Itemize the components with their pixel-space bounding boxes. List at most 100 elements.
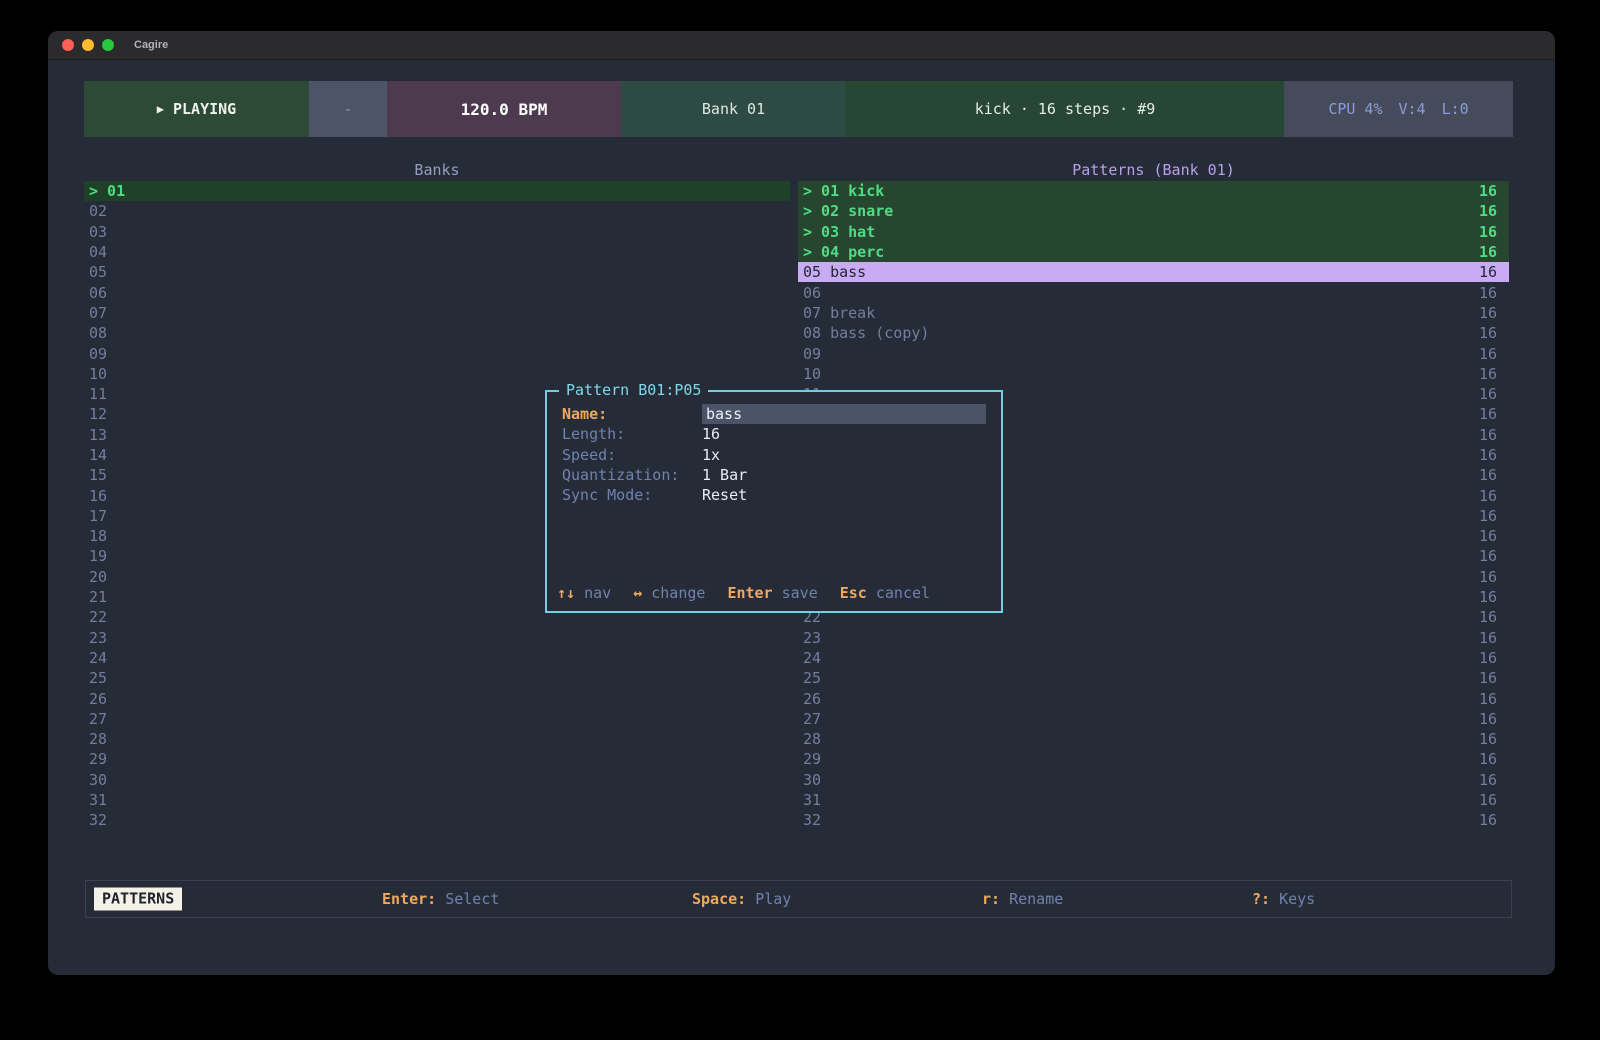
bank-row-label: 12 bbox=[89, 405, 108, 424]
dialog-field-value: 1x bbox=[702, 445, 721, 464]
bank-row[interactable]: 29 bbox=[84, 749, 790, 769]
bank-row[interactable]: 25 bbox=[84, 668, 790, 688]
bank-row-label: 14 bbox=[89, 446, 108, 464]
bank-row[interactable]: 19 bbox=[84, 546, 790, 566]
bank-row-label: 24 bbox=[89, 648, 108, 667]
pattern-length: 16 bbox=[1478, 628, 1497, 647]
bank-row[interactable]: 22 bbox=[84, 607, 790, 627]
bank-row[interactable]: 23 bbox=[84, 628, 790, 648]
bank-row[interactable]: 12 bbox=[84, 404, 790, 424]
bank-row[interactable]: > 01 bbox=[84, 181, 790, 202]
zoom-button[interactable] bbox=[102, 39, 114, 51]
pattern-row[interactable]: 08 bass (copy) 16 bbox=[798, 323, 1509, 343]
bank-row-label: 30 bbox=[89, 770, 108, 789]
bank-row[interactable]: 30 bbox=[84, 770, 790, 790]
dialog-field[interactable]: Quantization: 1 Bar bbox=[562, 465, 986, 485]
pattern-row[interactable]: 23 16 bbox=[798, 628, 1509, 648]
pattern-row[interactable]: > 01 kick 16 bbox=[798, 181, 1509, 202]
bank-row-label: 20 bbox=[89, 567, 108, 586]
bank-row[interactable]: 16 bbox=[84, 485, 790, 505]
pattern-length: 16 bbox=[1478, 364, 1497, 383]
bank-row[interactable]: 32 bbox=[84, 810, 790, 830]
bank-row-label: 02 bbox=[89, 202, 108, 221]
bank-row[interactable]: 24 bbox=[84, 648, 790, 668]
pattern-row-label: > 03 hat bbox=[803, 222, 876, 241]
minimize-button[interactable] bbox=[82, 39, 94, 51]
pattern-length: 16 bbox=[1478, 222, 1497, 241]
bank-row[interactable]: 17 bbox=[84, 506, 790, 526]
pattern-length: 16 bbox=[1478, 182, 1497, 201]
pattern-row-label: 27 bbox=[803, 709, 822, 728]
hint-key: ?: bbox=[1252, 890, 1271, 908]
pattern-row[interactable]: 29 16 bbox=[798, 749, 1509, 769]
pattern-length: 16 bbox=[1478, 669, 1497, 688]
bank-row[interactable]: 15 bbox=[84, 465, 790, 485]
pattern-row[interactable]: 26 16 bbox=[798, 688, 1509, 708]
pattern-row[interactable]: > 03 hat 16 bbox=[798, 221, 1509, 242]
bank-row[interactable]: 06 bbox=[84, 282, 790, 302]
pattern-row-label: 05 bass bbox=[803, 263, 867, 282]
bank-row[interactable]: 11 bbox=[84, 384, 790, 404]
bank-row-label: 28 bbox=[89, 730, 108, 749]
bank-row[interactable]: 14 bbox=[84, 445, 790, 465]
pattern-row[interactable]: 28 16 bbox=[798, 729, 1509, 749]
bank-row-label: 04 bbox=[89, 243, 108, 262]
pattern-row-label: 24 bbox=[803, 648, 822, 667]
close-button[interactable] bbox=[62, 39, 74, 51]
pattern-row[interactable]: 24 16 bbox=[798, 648, 1509, 668]
bank-row[interactable]: 18 bbox=[84, 526, 790, 546]
pattern-row[interactable]: 10 16 bbox=[798, 364, 1509, 384]
bank-row[interactable]: 03 bbox=[84, 222, 790, 242]
dialog-field[interactable]: Name: bass bbox=[562, 404, 986, 424]
bank-row[interactable]: 20 bbox=[84, 567, 790, 587]
stats-display: CPU 4% V:4 L:0 bbox=[1284, 81, 1513, 137]
pattern-row[interactable]: 07 break 16 bbox=[798, 303, 1509, 323]
name-input[interactable]: bass bbox=[702, 404, 986, 424]
pattern-length: 16 bbox=[1478, 608, 1497, 627]
bank-row[interactable]: 07 bbox=[84, 303, 790, 323]
bank-row[interactable]: 04 bbox=[84, 242, 790, 262]
status-bar: PATTERNS Enter: Select Space: Play r: Re… bbox=[85, 880, 1512, 918]
pattern-length: 16 bbox=[1478, 385, 1497, 404]
cpu-stat: CPU 4% bbox=[1328, 100, 1383, 118]
dialog-field[interactable]: Length: 16 bbox=[562, 424, 986, 444]
pattern-row[interactable]: > 04 perc 16 bbox=[798, 241, 1509, 263]
bank-row[interactable]: 10 bbox=[84, 364, 790, 384]
dialog-title: Pattern B01:P05 bbox=[559, 381, 709, 399]
bank-row-label: 25 bbox=[89, 669, 108, 688]
bank-row[interactable]: 09 bbox=[84, 343, 790, 363]
pattern-row[interactable]: 09 16 bbox=[798, 343, 1509, 363]
bank-row-label: 07 bbox=[89, 303, 108, 322]
pattern-row[interactable]: 31 16 bbox=[798, 790, 1509, 810]
bank-row[interactable]: 28 bbox=[84, 729, 790, 749]
pattern-length: 16 bbox=[1478, 324, 1497, 343]
pattern-row[interactable]: 05 bass 16 bbox=[798, 262, 1509, 283]
transport-bar: ▶ PLAYING - 120.0 BPM Bank 01 kick · 16 … bbox=[84, 81, 1513, 137]
hint-label: Keys bbox=[1270, 890, 1316, 908]
pattern-row[interactable]: > 02 snare 16 bbox=[798, 201, 1509, 222]
hint-label: Rename bbox=[1000, 890, 1064, 908]
bank-row[interactable]: 05 bbox=[84, 262, 790, 282]
bank-row[interactable]: 02 bbox=[84, 201, 790, 221]
banks-pane-title: Banks bbox=[414, 161, 460, 179]
dialog-field[interactable]: Sync Mode: Reset bbox=[562, 485, 986, 505]
dialog-field-value: 1 Bar bbox=[702, 466, 748, 485]
bank-row[interactable]: 13 bbox=[84, 425, 790, 445]
bank-row[interactable]: 08 bbox=[84, 323, 790, 343]
dialog-field[interactable]: Speed: 1x bbox=[562, 445, 986, 465]
bank-row[interactable]: 27 bbox=[84, 709, 790, 729]
pattern-row[interactable]: 06 16 bbox=[798, 282, 1509, 302]
bank-row[interactable]: 26 bbox=[84, 688, 790, 708]
pattern-row[interactable]: 27 16 bbox=[798, 709, 1509, 729]
bank-row-label: 15 bbox=[89, 466, 108, 485]
pattern-row[interactable]: 30 16 bbox=[798, 770, 1509, 790]
bank-row[interactable]: 21 bbox=[84, 587, 790, 607]
bank-row[interactable]: 31 bbox=[84, 790, 790, 810]
pattern-row[interactable]: 32 16 bbox=[798, 810, 1509, 830]
pattern-length: 16 bbox=[1478, 283, 1497, 302]
status-hint: r: Rename bbox=[982, 890, 1063, 908]
pattern-row[interactable]: 25 16 bbox=[798, 668, 1509, 688]
pattern-row-label: 26 bbox=[803, 689, 822, 708]
titlebar[interactable]: Cagire bbox=[48, 31, 1555, 60]
pattern-edit-dialog: Pattern B01:P05 Name: bass Length: 16 Speed:… bbox=[545, 381, 1003, 613]
